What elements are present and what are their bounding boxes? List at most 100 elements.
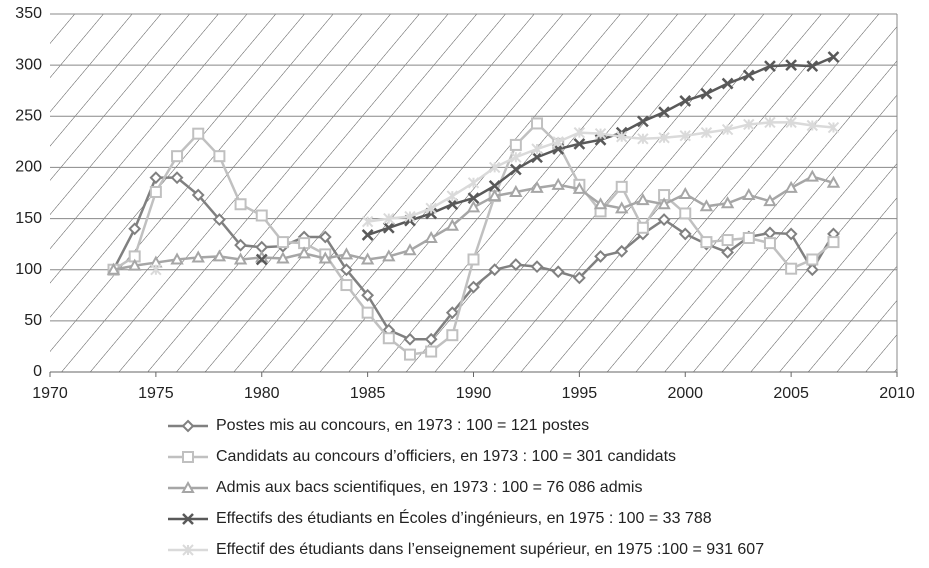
marker xyxy=(572,181,587,194)
marker xyxy=(615,180,628,193)
marker xyxy=(467,177,480,189)
marker xyxy=(382,221,395,234)
marker xyxy=(636,193,650,206)
marker xyxy=(361,215,374,228)
marker xyxy=(572,271,586,285)
marker xyxy=(637,115,649,128)
marker xyxy=(784,227,798,241)
marker xyxy=(128,258,142,271)
marker xyxy=(594,250,607,263)
y-tick-label: 150 xyxy=(15,210,42,227)
marker xyxy=(678,227,692,241)
marker xyxy=(192,127,205,140)
marker xyxy=(234,238,247,252)
marker xyxy=(403,243,417,256)
y-tick-label: 0 xyxy=(33,363,42,380)
marker xyxy=(255,209,268,222)
marker xyxy=(593,197,608,210)
marker xyxy=(446,329,459,342)
marker xyxy=(466,200,481,213)
marker xyxy=(678,186,692,200)
marker xyxy=(531,151,543,164)
marker xyxy=(700,87,713,100)
marker xyxy=(552,136,564,148)
marker xyxy=(763,194,777,207)
marker xyxy=(233,252,248,265)
marker xyxy=(404,210,416,223)
marker xyxy=(106,262,121,275)
marker xyxy=(446,198,459,211)
marker xyxy=(764,60,776,73)
marker xyxy=(234,198,247,211)
marker xyxy=(743,118,755,131)
marker xyxy=(657,197,671,210)
marker xyxy=(551,265,565,279)
marker xyxy=(785,116,797,129)
marker xyxy=(340,279,353,292)
marker xyxy=(806,60,819,73)
marker xyxy=(679,130,691,142)
marker xyxy=(699,199,714,212)
marker xyxy=(403,332,417,346)
marker xyxy=(742,187,756,201)
legend-label: Postes mis au concours, en 1973 : 100 = … xyxy=(216,417,589,434)
marker xyxy=(487,189,502,202)
legend-label: Effectifs des étudiants en Écoles d’ingé… xyxy=(216,508,712,527)
marker xyxy=(488,263,502,277)
marker xyxy=(530,260,544,274)
legend-label: Effectif des étudiants dans l’enseigneme… xyxy=(216,541,764,558)
marker xyxy=(551,177,565,190)
marker xyxy=(340,263,353,277)
marker xyxy=(785,59,798,72)
x-tick-label: 1970 xyxy=(32,385,68,402)
marker xyxy=(181,419,195,433)
marker xyxy=(720,196,735,209)
marker xyxy=(805,263,819,277)
marker xyxy=(297,246,311,259)
marker xyxy=(615,201,629,214)
marker xyxy=(339,247,354,260)
y-tick-label: 350 xyxy=(15,5,42,22)
marker xyxy=(181,480,195,493)
marker xyxy=(530,180,544,193)
x-tick-label: 2010 xyxy=(879,385,915,402)
marker xyxy=(212,213,226,227)
marker xyxy=(594,127,607,140)
marker xyxy=(255,253,268,266)
marker xyxy=(424,230,438,244)
marker xyxy=(191,188,205,202)
marker xyxy=(360,252,375,265)
y-tick-label: 250 xyxy=(15,108,42,125)
marker xyxy=(318,251,332,264)
marker xyxy=(467,280,480,294)
marker xyxy=(700,236,713,249)
marker xyxy=(383,212,395,225)
marker xyxy=(212,249,227,262)
legend-label: Candidats au concours d’officiers, en 19… xyxy=(216,448,676,465)
marker xyxy=(658,106,670,119)
marker xyxy=(721,234,734,247)
marker xyxy=(658,132,670,144)
marker xyxy=(149,185,162,198)
marker xyxy=(445,218,460,231)
marker xyxy=(742,232,755,245)
marker xyxy=(615,244,629,258)
marker xyxy=(382,249,396,262)
marker xyxy=(721,245,735,259)
marker xyxy=(806,253,819,266)
marker xyxy=(784,180,798,193)
marker xyxy=(467,192,480,204)
marker xyxy=(785,262,798,275)
marker xyxy=(182,451,194,463)
y-tick-label: 100 xyxy=(15,261,42,278)
marker xyxy=(445,306,459,320)
marker xyxy=(182,544,194,556)
marker xyxy=(170,171,184,185)
marker xyxy=(182,513,194,525)
marker xyxy=(467,253,480,266)
marker xyxy=(616,131,628,143)
marker xyxy=(361,306,374,319)
marker xyxy=(679,95,692,107)
x-tick-label: 1985 xyxy=(350,385,386,402)
